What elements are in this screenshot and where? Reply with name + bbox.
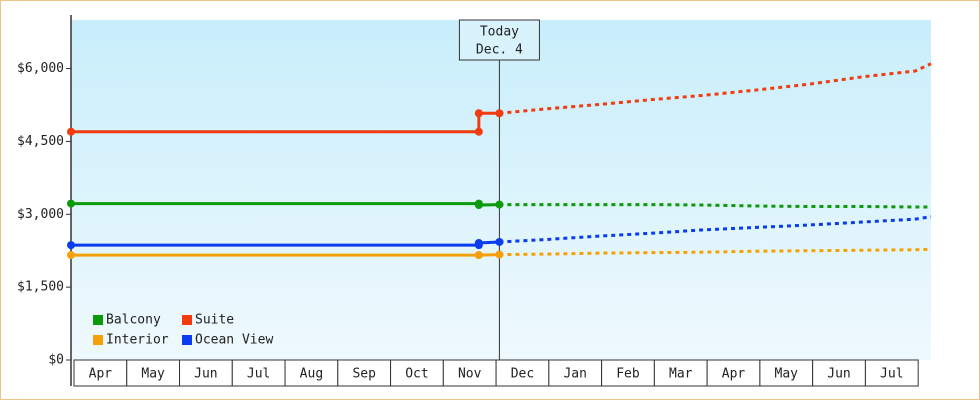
point bbox=[474, 251, 483, 260]
today-box bbox=[458, 19, 540, 61]
legend-label: Interior bbox=[106, 333, 169, 348]
x-category-box bbox=[442, 359, 497, 387]
x-tick-label: Jan bbox=[563, 367, 586, 382]
point bbox=[67, 127, 75, 136]
forecast-line bbox=[499, 62, 932, 115]
legend-label: Suite bbox=[195, 313, 234, 328]
x-tick-label: Jun bbox=[194, 367, 217, 382]
x-tick-label: Jul bbox=[247, 367, 270, 382]
today-date: Dec. 4 bbox=[476, 43, 523, 58]
x-tick-label: Jun bbox=[827, 367, 850, 382]
y-tick-label: $1,500 bbox=[17, 280, 64, 295]
x-tick-label: May bbox=[141, 367, 165, 382]
y-tick-label: $6,000 bbox=[17, 61, 64, 76]
x-tick-label: Nov bbox=[458, 367, 482, 382]
point bbox=[474, 127, 483, 136]
point bbox=[474, 201, 483, 210]
today-label: Today bbox=[480, 25, 519, 40]
x-category-box bbox=[864, 359, 919, 387]
x-category-box bbox=[231, 359, 286, 387]
price-line bbox=[71, 202, 500, 207]
legend-swatch bbox=[182, 335, 192, 345]
x-category-box bbox=[653, 359, 708, 387]
x-category-box bbox=[337, 359, 392, 387]
legend-swatch bbox=[182, 315, 192, 325]
forecast-line bbox=[499, 247, 932, 257]
y-tick-label: $4,500 bbox=[17, 134, 64, 149]
legend-label: Balcony bbox=[106, 313, 161, 328]
x-category-box bbox=[759, 359, 814, 387]
y-tick-label: $0 bbox=[48, 353, 64, 368]
x-tick-label: Oct bbox=[405, 367, 428, 382]
x-tick-label: Apr bbox=[89, 367, 113, 382]
point bbox=[495, 200, 504, 209]
x-tick-label: Feb bbox=[616, 367, 640, 382]
legend-label: Ocean View bbox=[195, 333, 273, 348]
point bbox=[495, 109, 504, 118]
x-tick-label: Aug bbox=[300, 367, 323, 382]
x-category-box bbox=[812, 359, 866, 387]
legend-swatch bbox=[93, 315, 103, 325]
x-tick-label: May bbox=[775, 367, 799, 382]
point bbox=[495, 237, 504, 246]
x-tick-label: Jul bbox=[880, 367, 903, 382]
legend-swatch bbox=[93, 335, 103, 345]
x-tick-label: Mar bbox=[669, 367, 693, 382]
point bbox=[474, 109, 483, 118]
y-tick-label: $3,000 bbox=[17, 207, 64, 222]
x-tick-label: Dec bbox=[511, 367, 534, 382]
x-tick-label: Sep bbox=[352, 367, 376, 382]
point bbox=[474, 238, 483, 247]
point bbox=[67, 199, 75, 208]
point bbox=[67, 251, 75, 260]
forecast-line bbox=[499, 215, 932, 244]
x-category-box bbox=[126, 359, 181, 387]
point bbox=[495, 250, 504, 259]
x-category-box bbox=[548, 359, 603, 387]
point bbox=[67, 241, 75, 250]
price-line bbox=[71, 111, 500, 134]
x-tick-label: Apr bbox=[722, 367, 746, 382]
plot-area bbox=[71, 20, 931, 360]
forecast-line bbox=[499, 203, 931, 209]
